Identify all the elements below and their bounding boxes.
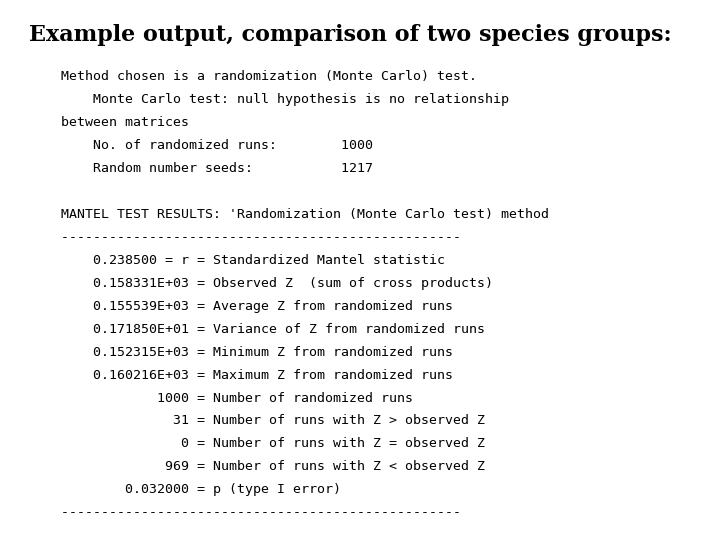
Text: --------------------------------------------------: ----------------------------------------…	[29, 231, 461, 244]
Text: Monte Carlo test: null hypothesis is no relationship: Monte Carlo test: null hypothesis is no …	[29, 93, 509, 106]
Text: 0.160216E+03 = Maximum Z from randomized runs: 0.160216E+03 = Maximum Z from randomized…	[29, 368, 453, 382]
Text: --------------------------------------------------: ----------------------------------------…	[29, 507, 461, 519]
Text: 0 = Number of runs with Z = observed Z: 0 = Number of runs with Z = observed Z	[29, 437, 485, 450]
Text: between matrices: between matrices	[29, 116, 189, 129]
Text: 0.155539E+03 = Average Z from randomized runs: 0.155539E+03 = Average Z from randomized…	[29, 300, 453, 313]
Text: 0.171850E+01 = Variance of Z from randomized runs: 0.171850E+01 = Variance of Z from random…	[29, 322, 485, 336]
Text: 1000 = Number of randomized runs: 1000 = Number of randomized runs	[29, 392, 413, 404]
Text: MANTEL TEST RESULTS: 'Randomization (Monte Carlo test) method: MANTEL TEST RESULTS: 'Randomization (Mon…	[29, 208, 549, 221]
Text: 31 = Number of runs with Z > observed Z: 31 = Number of runs with Z > observed Z	[29, 415, 485, 428]
Text: 969 = Number of runs with Z < observed Z: 969 = Number of runs with Z < observed Z	[29, 460, 485, 474]
Text: Random number seeds:           1217: Random number seeds: 1217	[29, 162, 373, 175]
Text: No. of randomized runs:        1000: No. of randomized runs: 1000	[29, 139, 373, 152]
Text: Example output, comparison of two species groups:: Example output, comparison of two specie…	[29, 24, 672, 46]
Text: 0.238500 = r = Standardized Mantel statistic: 0.238500 = r = Standardized Mantel stati…	[29, 254, 445, 267]
Text: 0.032000 = p (type I error): 0.032000 = p (type I error)	[29, 483, 341, 496]
Text: 0.158331E+03 = Observed Z  (sum of cross products): 0.158331E+03 = Observed Z (sum of cross …	[29, 276, 492, 290]
Text: 0.152315E+03 = Minimum Z from randomized runs: 0.152315E+03 = Minimum Z from randomized…	[29, 346, 453, 359]
Text: Method chosen is a randomization (Monte Carlo) test.: Method chosen is a randomization (Monte …	[29, 70, 477, 83]
